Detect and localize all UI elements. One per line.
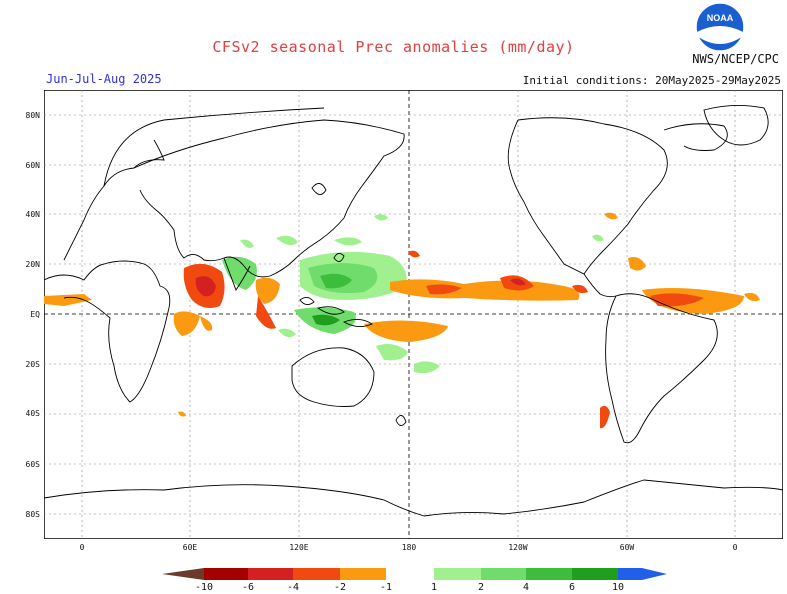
season-label: Jun-Jul-Aug 2025: [46, 72, 162, 86]
initial-conditions-label: Initial conditions: 20May2025-29May2025: [522, 74, 781, 87]
map-frame: [44, 90, 783, 539]
logo-text: NOAA: [707, 13, 734, 23]
map-grid: [44, 90, 783, 539]
legend-tick: 4: [522, 582, 530, 593]
legend-tick: -2: [333, 582, 347, 593]
coastlines: [44, 105, 783, 517]
legend-tick: 2: [477, 582, 485, 593]
lon-label: 120W: [508, 543, 528, 552]
lat-label: 20N: [25, 260, 40, 269]
legend-tick: -6: [241, 582, 255, 593]
precipitation-anomaly-map: [44, 90, 783, 539]
legend-tick: 10: [611, 582, 625, 593]
anomaly-shading: [44, 212, 760, 429]
lat-label: 20S: [25, 360, 40, 369]
lon-label: 60W: [619, 543, 635, 552]
lon-label: 180: [401, 543, 417, 552]
legend-tick: -4: [286, 582, 300, 593]
lat-label: EQ: [30, 310, 40, 319]
agency-label: NWS/NCEP/CPC: [692, 52, 779, 66]
lon-label: 120E: [289, 543, 309, 552]
color-legend: [162, 566, 672, 594]
legend-tick: -10: [194, 582, 214, 593]
legend-dry-extreme: [162, 568, 204, 580]
lon-label: 60E: [182, 543, 198, 552]
lat-label: 60N: [25, 161, 40, 170]
legend-tick: -1: [379, 582, 393, 593]
chart-title: CFSv2 seasonal Prec anomalies (mm/day): [212, 38, 575, 56]
noaa-logo-icon: NOAA: [695, 2, 745, 52]
legend-tick: 6: [568, 582, 576, 593]
lon-label: 0: [732, 543, 738, 552]
legend-tick: 1: [430, 582, 438, 593]
legend-wet-extreme: [618, 568, 667, 580]
lat-label: 40N: [25, 210, 40, 219]
lon-label: 0: [79, 543, 85, 552]
lat-label: 80S: [25, 510, 40, 519]
equator-dateline: [44, 90, 783, 539]
lat-label: 80N: [25, 111, 40, 120]
lat-label: 40S: [25, 409, 40, 418]
lat-label: 60S: [25, 460, 40, 469]
